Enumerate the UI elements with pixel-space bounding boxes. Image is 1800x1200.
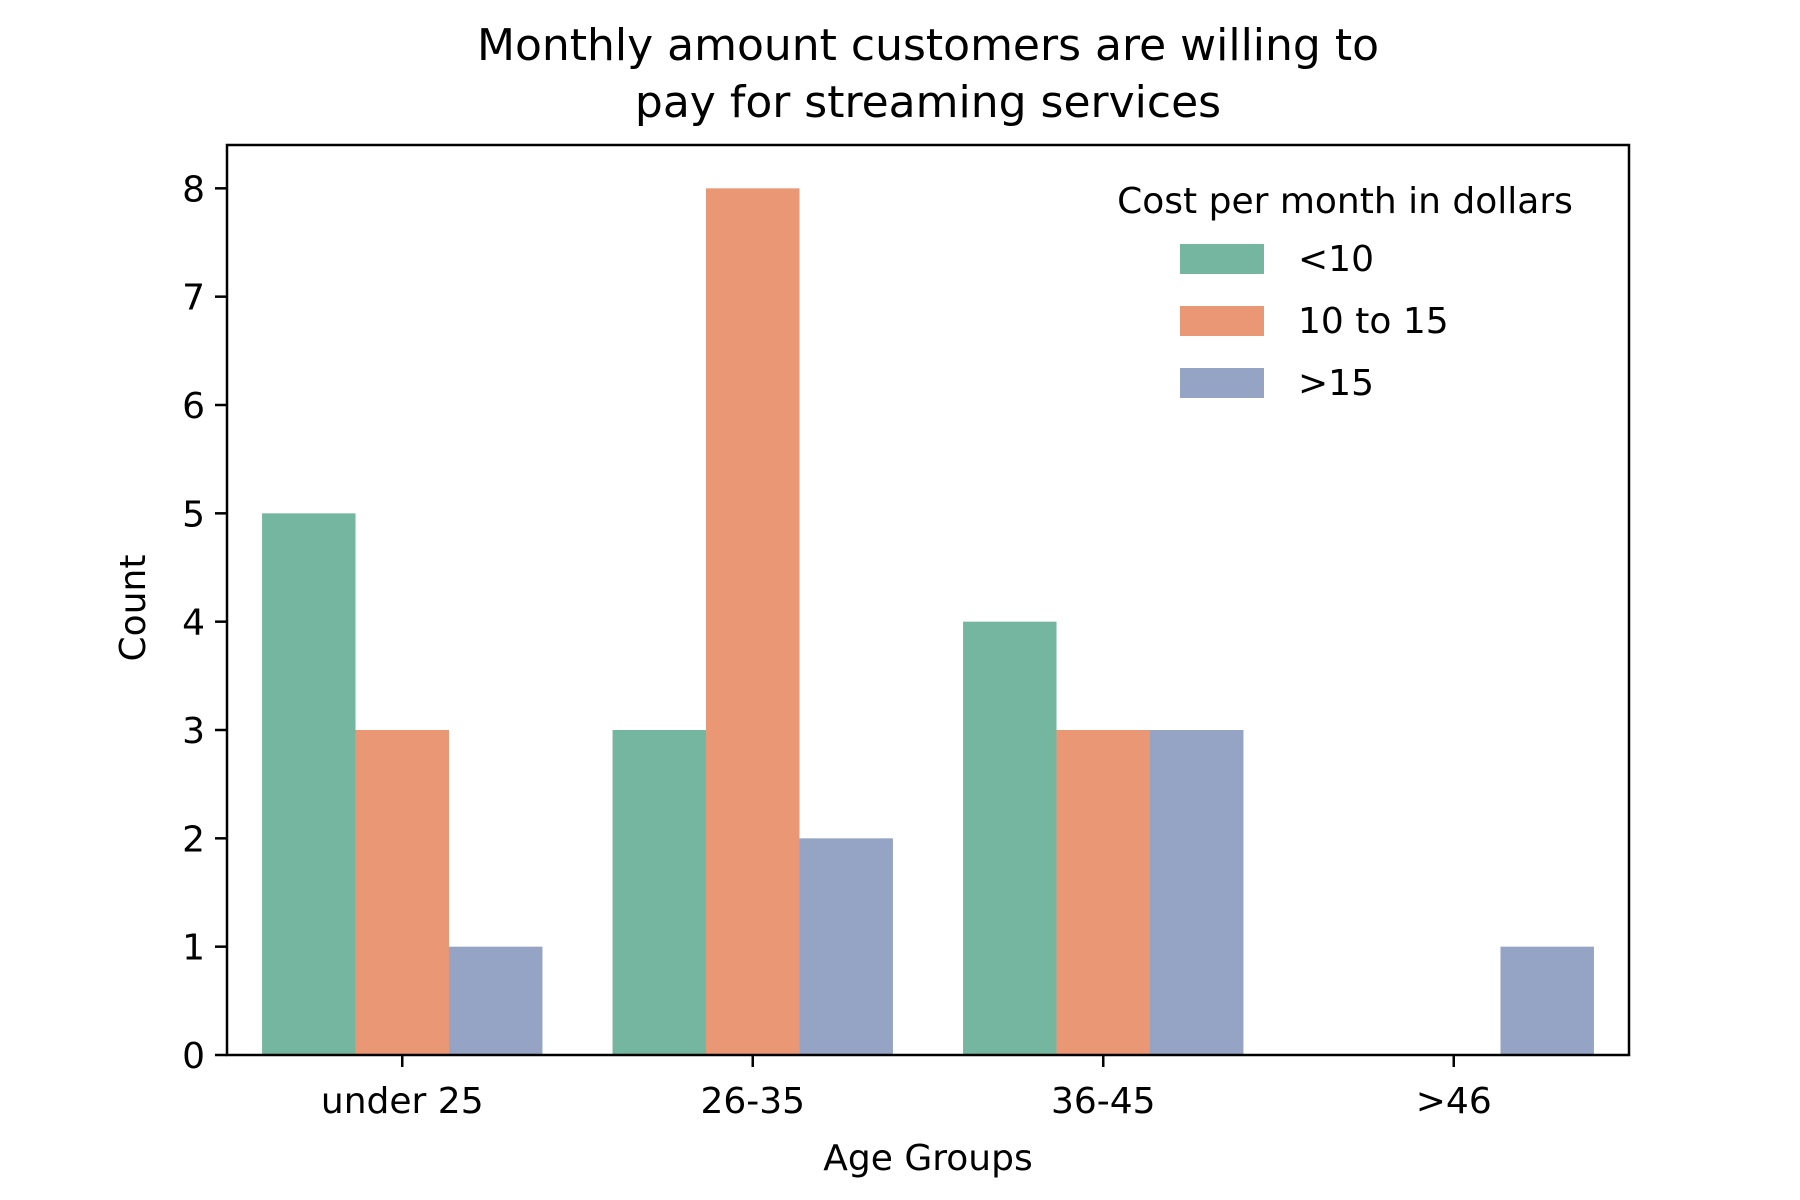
legend-swatch-2 bbox=[1180, 368, 1264, 398]
legend-label-2: >15 bbox=[1298, 363, 1374, 404]
x-tick-label-0: under 25 bbox=[321, 1081, 484, 1122]
bar-0-2 bbox=[448, 946, 543, 1055]
legend: Cost per month in dollars <10 10 to 15 >15 bbox=[1117, 181, 1573, 404]
bars-layer bbox=[262, 188, 1594, 1056]
y-tick-label-7: 7 bbox=[182, 278, 205, 319]
y-tick-label-0: 0 bbox=[182, 1036, 205, 1077]
legend-label-0: <10 bbox=[1298, 239, 1374, 280]
y-tick-label-1: 1 bbox=[182, 928, 205, 969]
bar-2-0 bbox=[963, 621, 1057, 1055]
chart-title-line-1: Monthly amount customers are willing to bbox=[477, 20, 1379, 71]
y-tick-label-5: 5 bbox=[182, 494, 205, 535]
y-tick-label-8: 8 bbox=[182, 169, 205, 210]
x-tick-label-2: 36-45 bbox=[1051, 1081, 1156, 1122]
legend-swatch-0 bbox=[1180, 244, 1264, 274]
bar-3-2 bbox=[1500, 946, 1594, 1055]
bar-1-1 bbox=[706, 188, 800, 1056]
y-tick-label-2: 2 bbox=[182, 819, 205, 860]
bar-2-2 bbox=[1149, 730, 1244, 1055]
x-tick-label-1: 26-35 bbox=[700, 1081, 805, 1122]
legend-swatch-1 bbox=[1180, 306, 1264, 336]
bar-1-0 bbox=[612, 730, 707, 1055]
x-axis-label: Age Groups bbox=[823, 1138, 1032, 1179]
legend-title: Cost per month in dollars bbox=[1117, 181, 1573, 222]
y-axis-label: Count bbox=[113, 555, 154, 662]
bar-0-0 bbox=[262, 513, 356, 1055]
bar-2-1 bbox=[1056, 730, 1150, 1055]
y-tick-label-6: 6 bbox=[182, 386, 205, 427]
x-tick-label-3: >46 bbox=[1416, 1081, 1492, 1122]
bar-0-1 bbox=[355, 730, 449, 1055]
y-tick-label-3: 3 bbox=[182, 711, 205, 752]
x-axis: under 25 26-35 36-45 >46 bbox=[321, 1055, 1492, 1122]
plot-frame bbox=[225, 143, 1631, 1057]
chart-title-line-2: pay for streaming services bbox=[635, 77, 1221, 128]
bar-1-2 bbox=[799, 838, 893, 1055]
y-tick-label-4: 4 bbox=[182, 603, 205, 644]
legend-items: <10 10 to 15 >15 bbox=[1180, 239, 1449, 404]
y-axis: 0 1 2 3 4 5 6 7 8 bbox=[182, 169, 227, 1077]
legend-label-1: 10 to 15 bbox=[1298, 301, 1449, 342]
